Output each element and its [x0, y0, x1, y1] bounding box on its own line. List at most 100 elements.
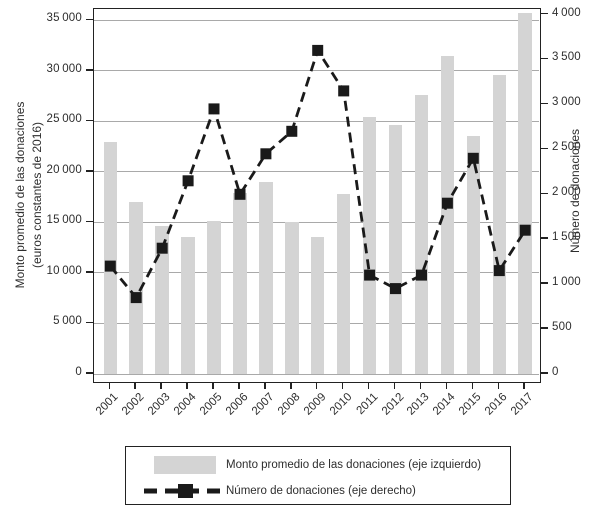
- marker-2009: [312, 44, 324, 56]
- right-tick-4000: [541, 12, 548, 15]
- legend-label-line: Número de donaciones (eje derecho): [226, 485, 416, 497]
- left-axis-title-line1: Monto promedio de las donaciones: [13, 101, 27, 289]
- left-tick-35000: [86, 18, 93, 21]
- x-tick-2008: [290, 383, 292, 389]
- bar-2015: [466, 135, 481, 374]
- left-tick-label-30000: 30 000: [46, 62, 82, 75]
- x-tick-2009: [315, 383, 318, 389]
- gridline-35000: [94, 19, 539, 21]
- marker-2014: [441, 197, 453, 209]
- marker-2008: [286, 125, 298, 137]
- bar-2002: [129, 202, 143, 374]
- right-tick-3500: [541, 57, 548, 60]
- right-tick-1000: [541, 282, 548, 284]
- x-tick-2013: [419, 383, 422, 389]
- left-tick-30000: [86, 69, 93, 71]
- bar-2004: [181, 236, 195, 374]
- x-tick-2010: [341, 383, 344, 389]
- left-tick-10000: [86, 271, 93, 273]
- bar-2012: [388, 125, 403, 374]
- right-tick-1500: [541, 237, 548, 239]
- marker-2013: [416, 269, 427, 281]
- left-tick-label-10000: 10 000: [46, 264, 82, 277]
- bar-2006: [233, 193, 247, 374]
- left-tick-label-35000: 35 000: [46, 12, 82, 25]
- marker-2016: [493, 265, 505, 277]
- bar-2005: [207, 221, 221, 374]
- left-tick-label-0: 0: [75, 366, 82, 378]
- marker-2004: [182, 175, 194, 187]
- line-series: [104, 44, 531, 304]
- x-tick-2004: [186, 383, 188, 389]
- bar-2011: [362, 117, 377, 374]
- right-tick-label-2000: 2 000: [552, 186, 581, 199]
- x-tick-2017: [523, 383, 525, 389]
- right-tick-label-4000: 4 000: [552, 6, 581, 19]
- marker-2010: [338, 85, 350, 97]
- x-tick-2015: [471, 383, 474, 389]
- marker-2001: [104, 260, 116, 272]
- marker-2002: [130, 292, 142, 304]
- left-tick-label-20000: 20 000: [46, 163, 82, 176]
- bar-2009: [310, 236, 325, 374]
- right-tick-label-3000: 3 000: [552, 96, 581, 109]
- right-tick-label-1500: 1 500: [552, 231, 581, 244]
- x-tick-2002: [134, 383, 136, 389]
- bar-2016: [492, 74, 506, 374]
- legend-label-bars: Monto promedio de las donaciones (eje iz…: [226, 459, 482, 471]
- left-tick-label-5000: 5 000: [53, 315, 82, 328]
- marker-2015: [467, 152, 479, 164]
- gridline-25000: [94, 120, 539, 122]
- bar-2003: [155, 226, 169, 374]
- bar-2008: [285, 222, 299, 374]
- legend-bar-swatch: [154, 456, 216, 474]
- marker-2011: [364, 269, 376, 281]
- marker-2006: [234, 188, 246, 200]
- bar-2010: [336, 194, 351, 374]
- right-tick-2000: [541, 192, 548, 194]
- x-tick-2011: [367, 383, 370, 389]
- gridline-15000: [94, 221, 539, 223]
- x-tick-2003: [160, 383, 162, 389]
- x-tick-2007: [264, 383, 266, 389]
- bar-2001: [103, 141, 118, 374]
- right-tick-500: [541, 327, 548, 329]
- right-tick-label-1000: 1 000: [552, 276, 581, 289]
- left-tick-25000: [86, 119, 93, 122]
- gridline-20000: [94, 171, 539, 173]
- left-tick-label-25000: 25 000: [46, 113, 82, 126]
- plot-area: [93, 8, 541, 383]
- left-tick-label-15000: 15 000: [46, 214, 82, 227]
- gridline-30000: [94, 70, 539, 72]
- bar-2007: [259, 181, 273, 374]
- right-tick-3000: [541, 102, 548, 105]
- plot-inner: [94, 9, 539, 381]
- left-tick-0: [86, 372, 93, 374]
- legend: Monto promedio de las donaciones (eje iz…: [125, 446, 511, 505]
- right-tick-label-2500: 2 500: [552, 141, 581, 154]
- marker-2003: [156, 242, 168, 254]
- left-tick-15000: [86, 220, 93, 223]
- left-tick-20000: [86, 170, 93, 172]
- right-tick-label-500: 500: [552, 321, 572, 334]
- left-tick-5000: [86, 321, 93, 324]
- x-tick-2012: [393, 383, 396, 389]
- marker-2012: [390, 283, 401, 295]
- marker-2007: [260, 148, 272, 160]
- line-path: [109, 47, 527, 301]
- marker-2017: [519, 224, 531, 236]
- bar-2017: [518, 13, 532, 374]
- x-tick-2005: [212, 383, 214, 389]
- legend-line-marker-sample: [144, 484, 226, 498]
- right-tick-label-0: 0: [552, 366, 559, 378]
- right-tick-0: [541, 372, 548, 374]
- right-tick-2500: [541, 147, 548, 150]
- bar-2014: [440, 55, 455, 374]
- gridline-0: [94, 373, 539, 375]
- marker-2005: [208, 103, 220, 115]
- x-tick-2014: [445, 383, 448, 389]
- bar-2013: [414, 95, 429, 374]
- x-tick-2006: [238, 383, 240, 389]
- right-tick-label-3500: 3 500: [552, 51, 581, 64]
